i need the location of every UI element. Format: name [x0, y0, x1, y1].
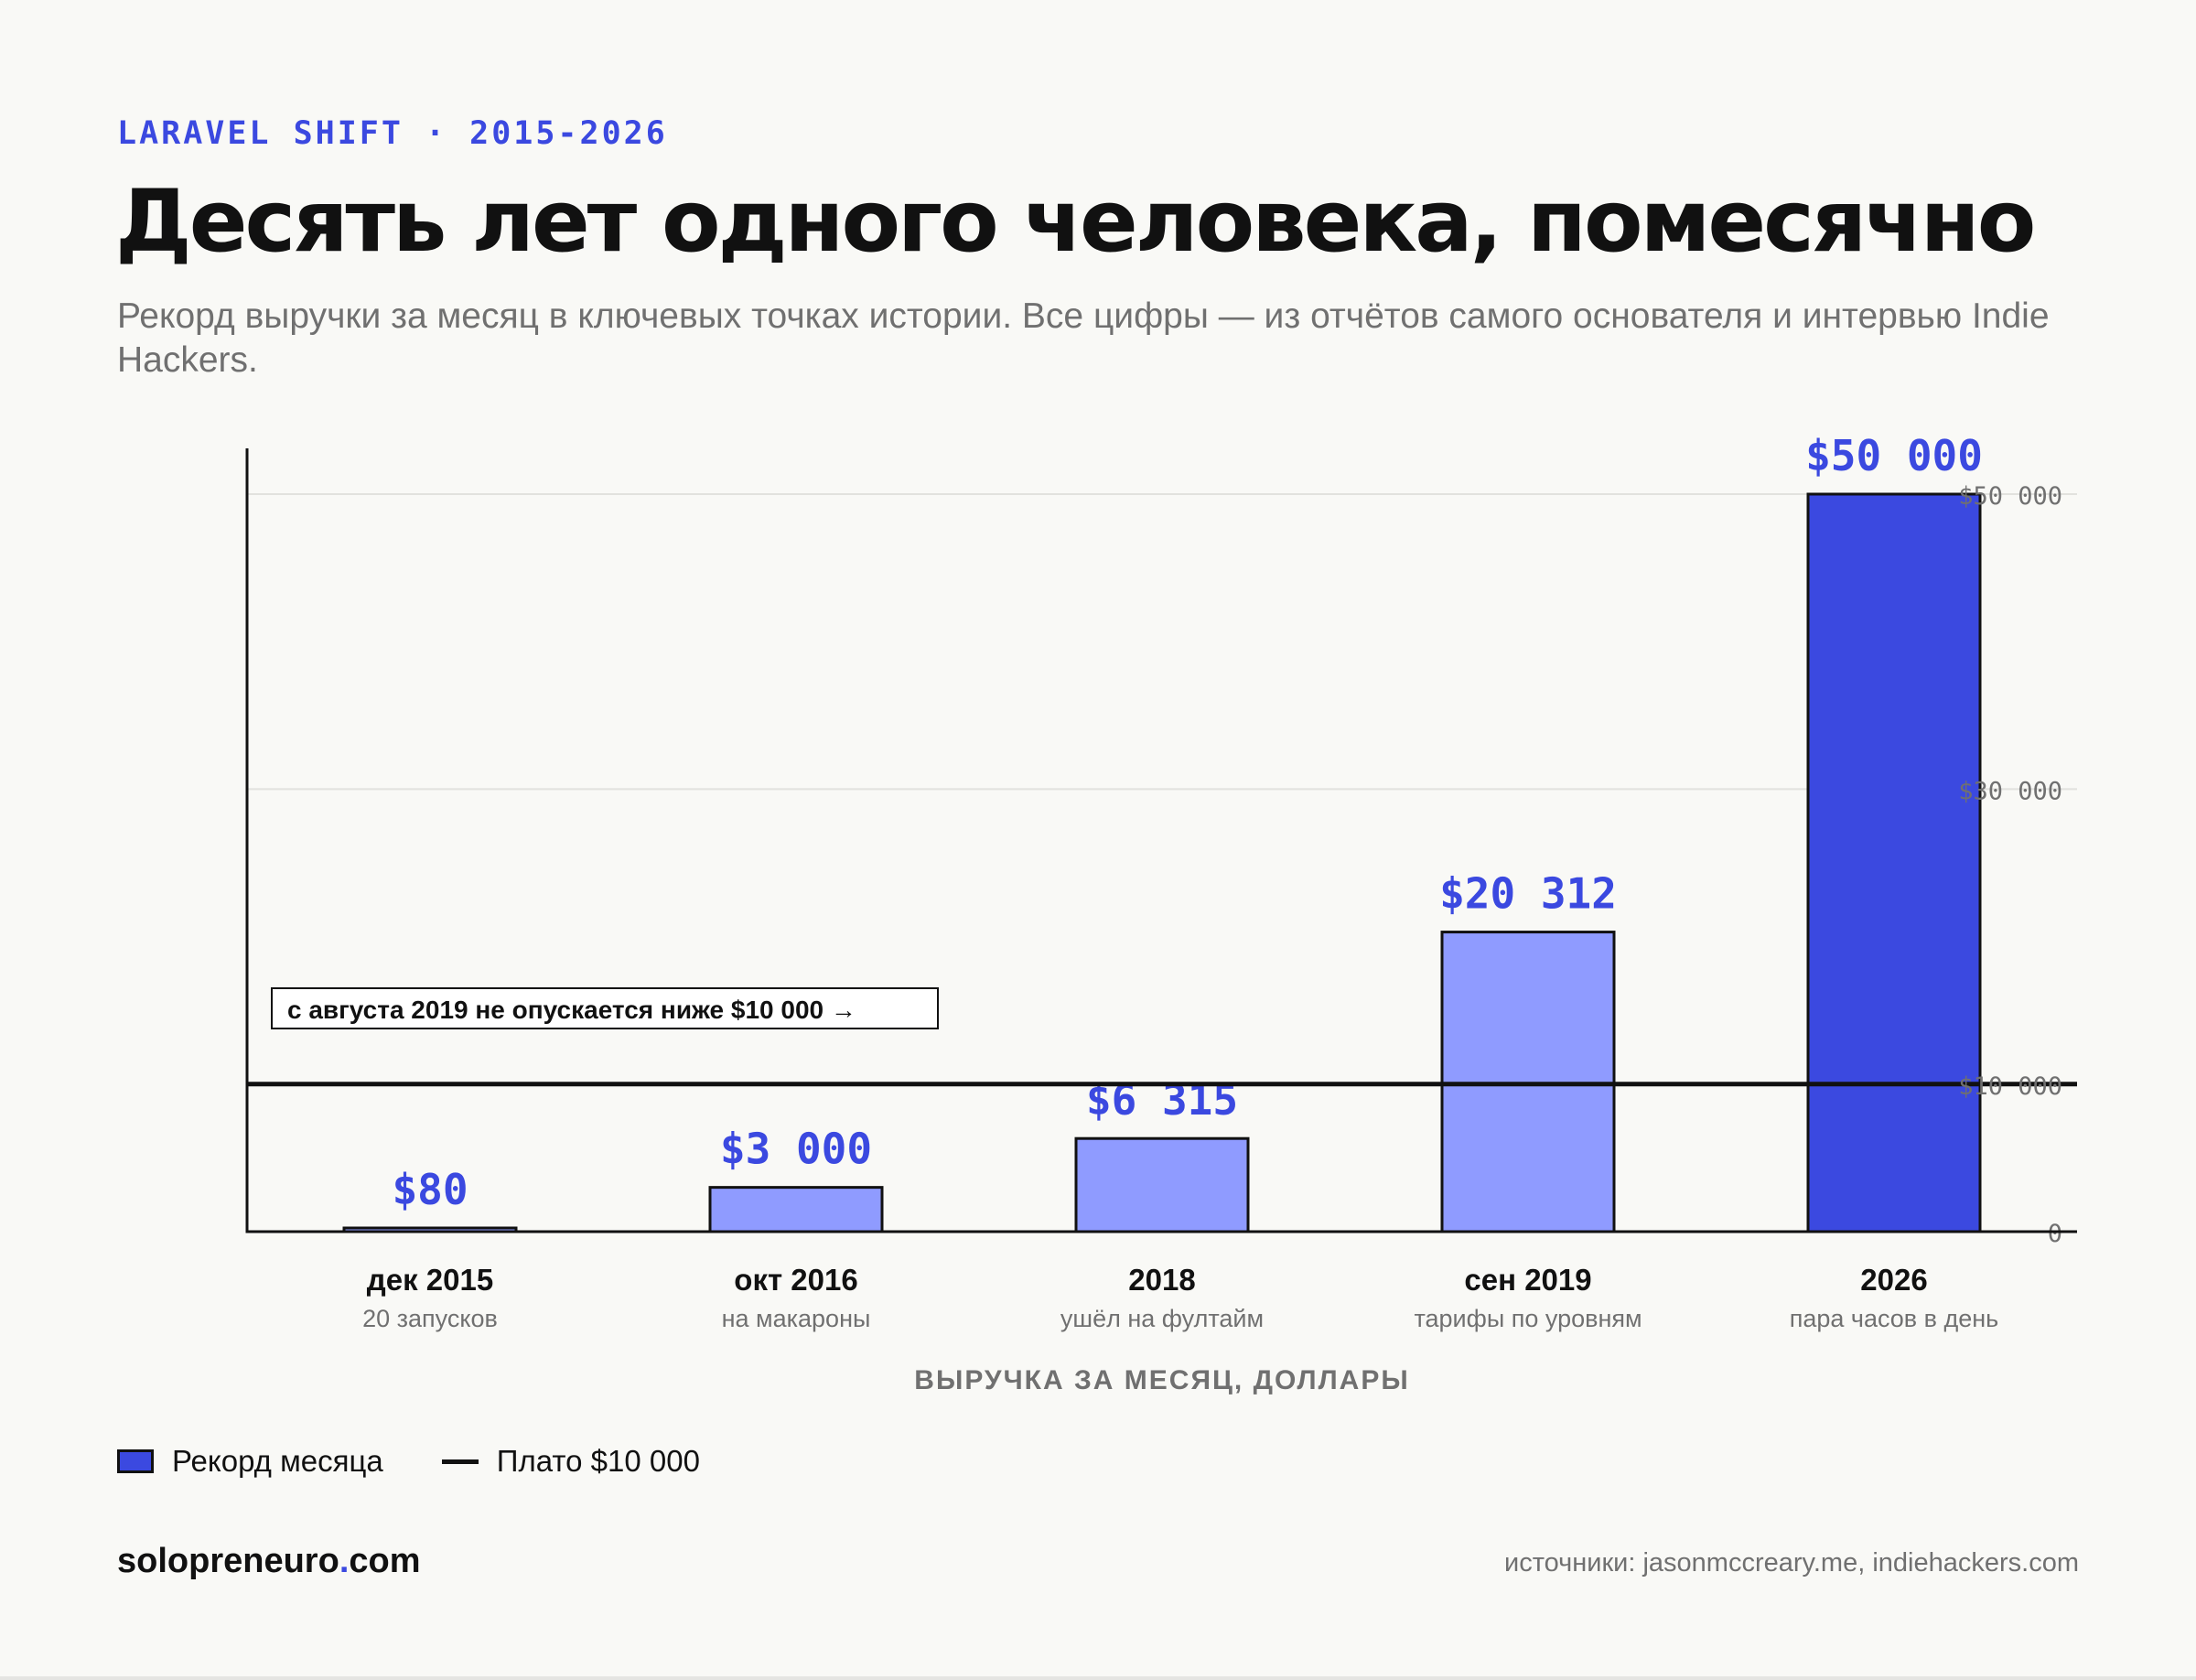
x-tick-note-1: 20 запусков: [362, 1305, 498, 1332]
x-tick-label-4: сен 2019: [1464, 1263, 1591, 1297]
plateau-annotation: с августа 2019 не опускается ниже $10 00…: [287, 996, 856, 1024]
legend-label-record: Рекорд месяца: [172, 1444, 383, 1478]
bar-chart: $80 дек 2015 20 запусков $3 000 окт 2016 на м…: [245, 431, 2077, 1395]
legend-label-plateau: Плато $10 000: [496, 1444, 700, 1478]
bar-3: [1074, 1136, 1250, 1233]
chart-subtitle: Рекорд выручки за месяц в ключевых точка…: [117, 296, 2050, 380]
legend-swatch-line: [441, 1459, 479, 1464]
y-tick-label-3: $30 000: [1958, 777, 2062, 805]
y-tick-label-1: 0: [2048, 1220, 2062, 1248]
site-name: solopreneuro: [117, 1542, 339, 1580]
y-tick-label-4: $50 000: [1958, 482, 2062, 511]
x-tick-note-4: тарифы по уровням: [1414, 1305, 1642, 1332]
y-tick-label-2: $10 000: [1958, 1072, 2062, 1101]
x-tick-label-1: дек 2015: [367, 1263, 493, 1297]
legend-swatch-bar: [117, 1449, 154, 1473]
plateau-annotation-box: [271, 987, 939, 1029]
bar-value-label-2: $3 000: [720, 1125, 872, 1174]
bar-2: [708, 1186, 884, 1233]
x-tick-label-5: 2026: [1860, 1263, 1927, 1297]
chart-title: Десять лет одного человека, помесячно: [115, 172, 2036, 272]
bar-value-label-1: $80: [392, 1165, 468, 1214]
chart-legend: Рекорд месяца Плато $10 000: [117, 1444, 700, 1479]
bar-4: [1440, 931, 1616, 1233]
x-tick-note-5: пара часов в день: [1790, 1305, 1999, 1332]
bar-5: [1806, 492, 1982, 1233]
site-brand: solopreneuro.com: [117, 1542, 421, 1581]
x-tick-label-2: окт 2016: [734, 1263, 857, 1297]
x-tick-note-2: на макароны: [722, 1305, 871, 1332]
x-tick-note-3: ушёл на фултайм: [1060, 1305, 1264, 1332]
eyebrow-label: LARAVEL SHIFT · 2015-2026: [117, 115, 668, 152]
x-tick-label-3: 2018: [1128, 1263, 1195, 1297]
site-dot: .: [339, 1542, 350, 1580]
sources-note: источники: jasonmccreary.me, indiehacker…: [1504, 1548, 2079, 1578]
bottom-divider: [0, 1676, 2196, 1680]
bar-value-label-5: $50 000: [1805, 431, 1983, 480]
x-axis-title: ВЫРУЧКА ЗА МЕСЯЦ, ДОЛЛАРЫ: [914, 1365, 1409, 1395]
bar-value-label-4: $20 312: [1439, 869, 1617, 919]
site-tld: com: [349, 1542, 421, 1580]
